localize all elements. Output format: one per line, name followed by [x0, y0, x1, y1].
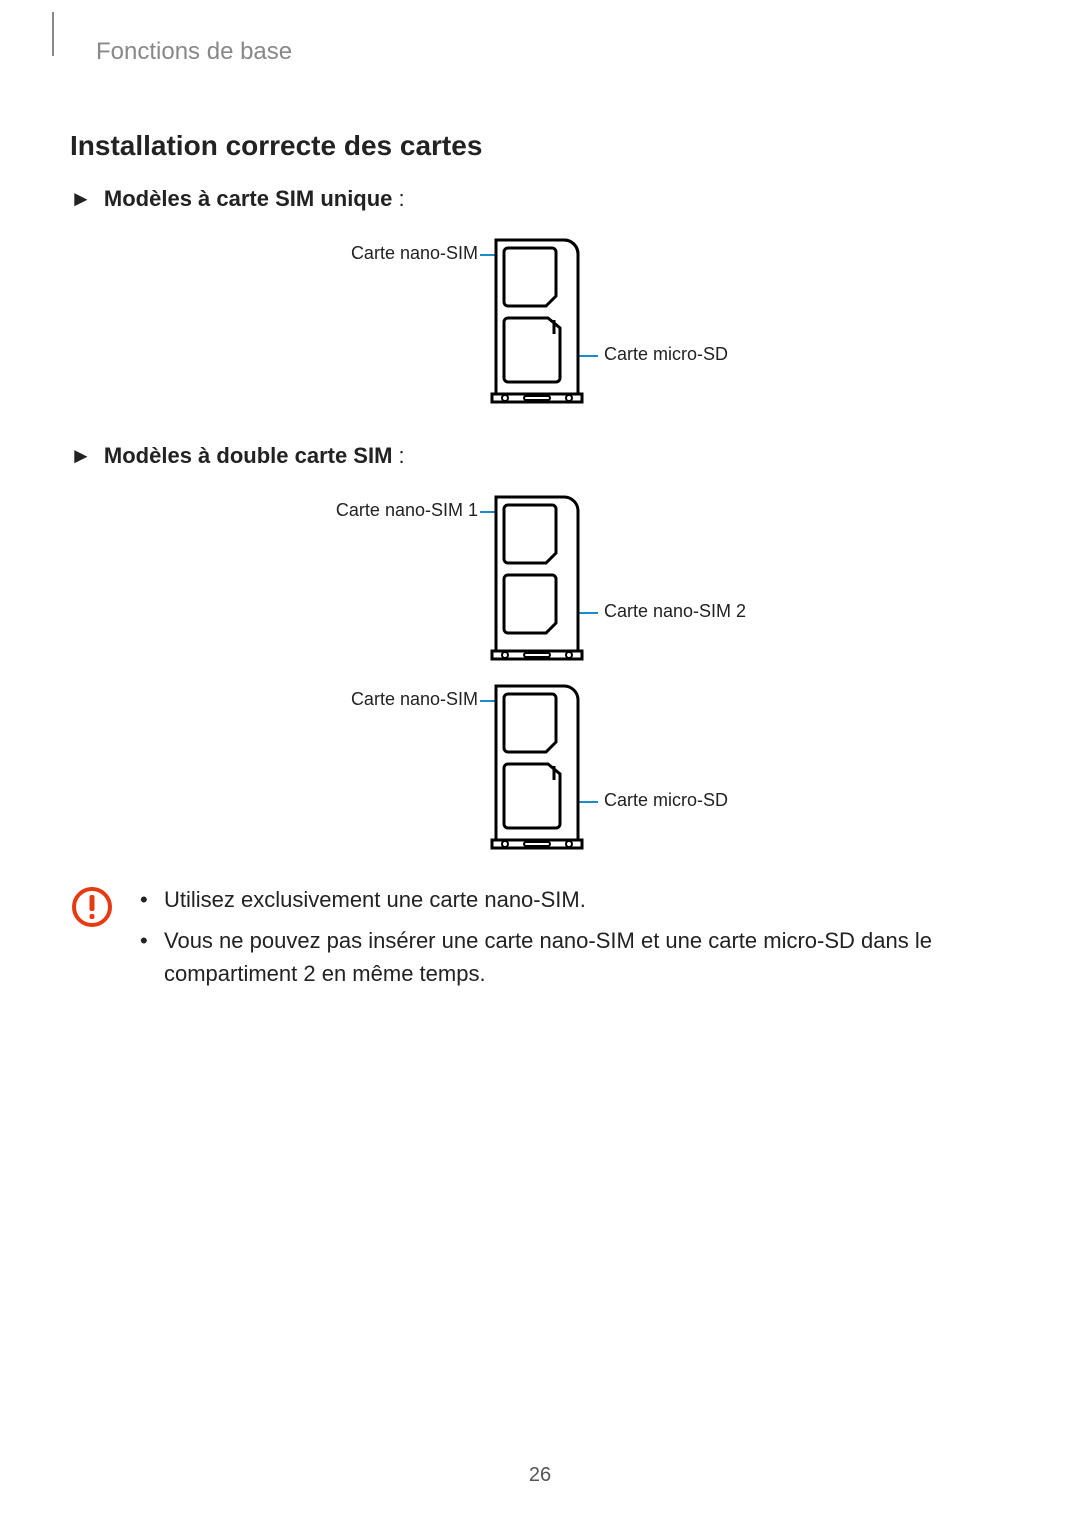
diagram-dual-sim-2: Carte nano-SIM Carte micro-SD: [260, 676, 820, 861]
label-nano-sim: Carte nano-SIM: [260, 243, 478, 264]
diagram-single-sim: Carte nano-SIM Carte micro-SD: [260, 230, 820, 415]
sim-tray-illustration: [490, 680, 584, 854]
sim-tray-illustration: [490, 234, 584, 408]
sim-tray-illustration: [490, 491, 584, 665]
caution-icon: [70, 885, 114, 929]
caution-block: Utilisez exclusivement une carte nano-SI…: [70, 883, 1010, 998]
subhead-single-sim: ► Modèles à carte SIM unique :: [70, 186, 1010, 212]
caution-bullet: Utilisez exclusivement une carte nano-SI…: [140, 883, 1010, 916]
diagram-dual-sim-1: Carte nano-SIM 1 Carte nano-SIM 2: [260, 487, 820, 672]
subhead-dual-sim: ► Modèles à double carte SIM :: [70, 443, 1010, 469]
label-nano-sim-1: Carte nano-SIM 1: [260, 500, 478, 521]
caution-bullet: Vous ne pouvez pas insérer une carte nan…: [140, 924, 1010, 990]
label-nano-sim: Carte nano-SIM: [260, 689, 478, 710]
breadcrumb: Fonctions de base: [96, 38, 1010, 66]
label-micro-sd: Carte micro-SD: [604, 790, 728, 811]
subhead-single-suffix: :: [392, 186, 404, 211]
subhead-dual-bold: Modèles à double carte SIM: [104, 443, 393, 468]
page-number: 26: [0, 1464, 1080, 1487]
subhead-dual-suffix: :: [392, 443, 404, 468]
label-nano-sim-2: Carte nano-SIM 2: [604, 601, 746, 622]
subhead-single-bold: Modèles à carte SIM unique: [104, 186, 393, 211]
section-title: Installation correcte des cartes: [70, 130, 1010, 162]
arrow-icon: ►: [70, 186, 92, 211]
margin-tab: [52, 12, 54, 56]
label-micro-sd: Carte micro-SD: [604, 344, 728, 365]
caution-bullets: Utilisez exclusivement une carte nano-SI…: [140, 883, 1010, 998]
arrow-icon: ►: [70, 443, 92, 468]
